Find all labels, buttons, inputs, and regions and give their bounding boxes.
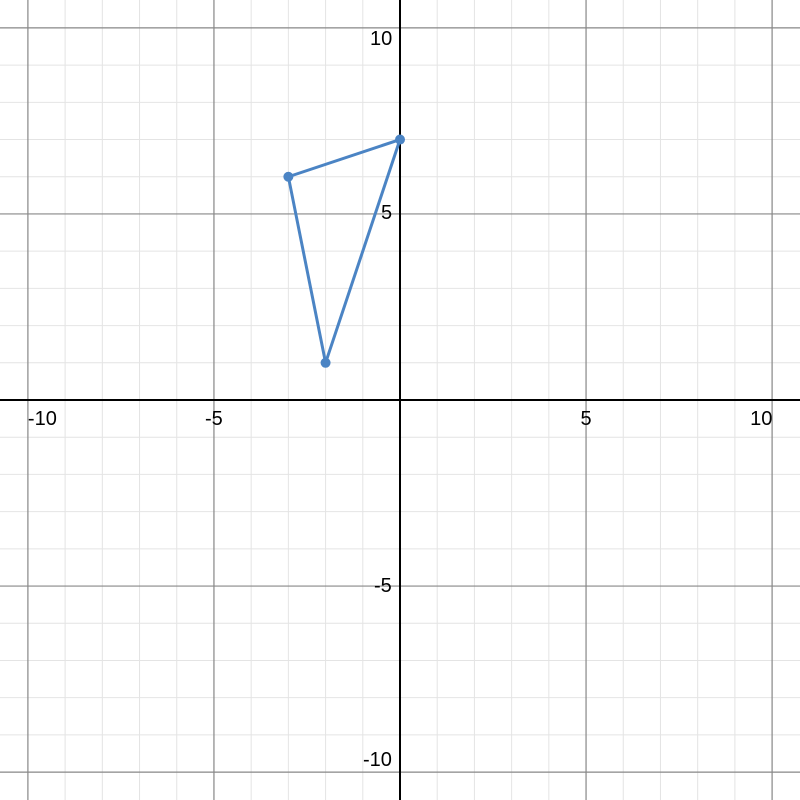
x-tick-label: -10 <box>28 408 57 431</box>
x-tick-label: 5 <box>581 408 592 431</box>
triangle-vertex <box>321 358 331 368</box>
x-tick-label: 10 <box>750 408 772 431</box>
coordinate-plane <box>0 0 800 800</box>
triangle-vertex <box>283 172 293 182</box>
y-tick-label: -5 <box>374 575 392 598</box>
x-tick-label: -5 <box>205 408 223 431</box>
triangle-vertex <box>395 135 405 145</box>
y-tick-label: -10 <box>363 749 392 772</box>
y-tick-label: 5 <box>381 202 392 225</box>
y-tick-label: 10 <box>370 28 392 51</box>
